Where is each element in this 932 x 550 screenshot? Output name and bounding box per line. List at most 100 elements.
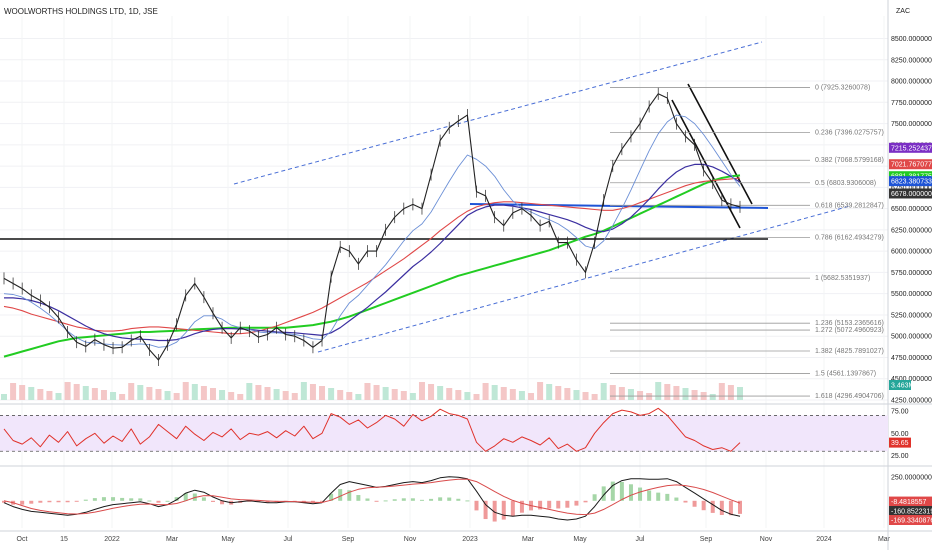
volume-bar bbox=[418, 382, 425, 400]
macd-histogram-bar bbox=[447, 497, 452, 501]
macd-histogram-bar bbox=[301, 500, 306, 502]
volume-bar bbox=[182, 382, 189, 400]
price-tag-bg bbox=[889, 188, 932, 199]
volume-bar bbox=[600, 383, 607, 400]
macd-tag-label: -160.8522319 bbox=[891, 509, 932, 516]
volume-bar bbox=[300, 382, 307, 400]
macd-tag-bg bbox=[889, 496, 932, 507]
macd-histogram-bar bbox=[683, 500, 688, 503]
macd-histogram-bar bbox=[738, 500, 742, 514]
x-tick-label: 2022 bbox=[104, 536, 120, 543]
y-tick-label: 8000.0000000 bbox=[891, 79, 932, 86]
series-sma200 bbox=[3, 174, 741, 358]
fib-level-label: 1 (5682.5351937) bbox=[815, 275, 870, 282]
macd-histogram-bar bbox=[74, 500, 79, 502]
volume-bar bbox=[28, 387, 35, 400]
volume-bar bbox=[464, 392, 471, 400]
macd-histogram-bar bbox=[728, 500, 733, 516]
x-tick-label: Nov bbox=[404, 536, 417, 543]
macd-histogram-bar bbox=[29, 500, 34, 504]
volume-bar bbox=[282, 391, 289, 400]
volume-bar bbox=[546, 384, 553, 400]
macd-histogram-bar bbox=[20, 500, 25, 505]
fib-level-label: 0 (7925.3260078) bbox=[815, 84, 870, 91]
macd-histogram-bar bbox=[483, 500, 488, 520]
macd-histogram-bar bbox=[619, 481, 624, 501]
macd-histogram-bar bbox=[220, 500, 225, 505]
volume-bar bbox=[382, 387, 389, 400]
macd-histogram-bar bbox=[92, 498, 97, 501]
volume-bar bbox=[673, 386, 680, 400]
y-tick-label: 4500.0000000 bbox=[891, 376, 932, 383]
volume-bar bbox=[73, 384, 80, 400]
volume-bar bbox=[391, 389, 398, 400]
y-tick-label: 6250.0000000 bbox=[891, 227, 932, 234]
volume-bar bbox=[264, 387, 271, 400]
macd-histogram-bar bbox=[392, 499, 397, 501]
volume-bar bbox=[355, 394, 362, 400]
x-tick-label: Mar bbox=[878, 536, 891, 543]
price-tag-label: 6678.0000000 bbox=[891, 191, 932, 198]
x-tick-label: 2023 bbox=[462, 536, 478, 543]
volume-bar bbox=[328, 388, 335, 400]
x-tick-label: May bbox=[573, 536, 587, 543]
macd-histogram-bar bbox=[501, 500, 506, 520]
volume-bar bbox=[119, 394, 126, 400]
macd-histogram-bar bbox=[492, 500, 497, 522]
x-tick-label: 15 bbox=[60, 536, 68, 543]
volume-bar bbox=[337, 390, 344, 400]
macd-histogram-bar bbox=[310, 500, 315, 503]
volume-bar bbox=[555, 386, 562, 400]
macd-histogram-bar bbox=[201, 497, 206, 501]
rsi-tag-bg bbox=[889, 437, 911, 448]
channel-lower-line bbox=[317, 205, 851, 353]
macd-histogram-bar bbox=[147, 500, 152, 502]
volume-bar bbox=[319, 386, 326, 400]
macd-histogram-bar bbox=[338, 489, 343, 501]
volume-bar bbox=[110, 392, 117, 400]
fib-level-label: 1.236 (5153.2365616) bbox=[815, 320, 884, 327]
price-tag-label: 7215.2524377 bbox=[891, 145, 932, 152]
volume-bar bbox=[155, 389, 162, 400]
volume-bar bbox=[246, 383, 253, 400]
y-tick-label: 6000.0000000 bbox=[891, 249, 932, 256]
macd-histogram-bar bbox=[538, 500, 543, 510]
signal-line bbox=[3, 478, 741, 516]
volume-bar bbox=[373, 385, 380, 400]
volume-bar bbox=[646, 393, 653, 400]
macd-histogram-bar bbox=[156, 500, 161, 503]
macd-histogram-bar bbox=[419, 499, 424, 501]
macd-histogram-bar bbox=[210, 500, 215, 502]
x-tick-label: Oct bbox=[17, 536, 28, 543]
x-tick-label: Sep bbox=[342, 536, 355, 543]
blue-support-line bbox=[469, 203, 769, 209]
x-tick-label: Nov bbox=[760, 536, 773, 543]
volume-bar bbox=[400, 391, 407, 400]
macd-histogram-bar bbox=[456, 498, 461, 501]
fib-level-label: 1.272 (5072.4960923) bbox=[815, 327, 884, 334]
y-tick-label: 5250.0000000 bbox=[891, 312, 932, 319]
macd-histogram-bar bbox=[583, 500, 588, 503]
volume-bar bbox=[219, 390, 226, 400]
macd-histogram-bar bbox=[719, 500, 724, 516]
macd-histogram-bar bbox=[701, 500, 706, 511]
macd-histogram-bar bbox=[401, 498, 406, 501]
volume-bar bbox=[346, 392, 353, 400]
x-tick-label: Mar bbox=[166, 536, 179, 543]
volume-bar bbox=[273, 389, 280, 400]
x-tick-label: May bbox=[221, 536, 235, 543]
macd-histogram-bar bbox=[656, 492, 661, 501]
macd-tag-label: -169.3340876 bbox=[891, 518, 932, 525]
rsi-tick-label: 25.00 bbox=[891, 453, 909, 460]
macd-histogram-bar bbox=[692, 500, 697, 507]
volume-bar bbox=[737, 387, 743, 400]
macd-histogram-bar bbox=[628, 484, 633, 501]
macd-histogram-bar bbox=[329, 493, 334, 501]
y-tick-label: 8500.0000000 bbox=[891, 36, 932, 43]
macd-histogram-bar bbox=[65, 500, 70, 503]
volume-bar bbox=[609, 385, 616, 400]
volume-bar bbox=[146, 387, 153, 400]
x-tick-label: Jul bbox=[284, 536, 293, 543]
series-sma20 bbox=[3, 114, 741, 348]
